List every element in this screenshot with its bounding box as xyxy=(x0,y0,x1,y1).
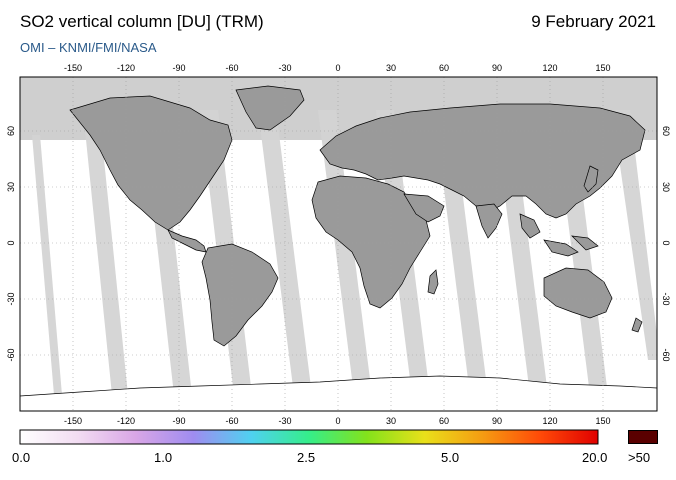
lon-tick-bottom: 120 xyxy=(542,416,557,426)
credit-label: OMI – KNMI/FMI/NASA xyxy=(20,40,157,55)
lon-tick-bottom: 150 xyxy=(595,416,610,426)
lat-tick-left: 30 xyxy=(6,182,16,192)
lon-tick-top: 0 xyxy=(335,63,340,73)
colorbar-label-1: 1.0 xyxy=(154,450,173,465)
lon-tick-top: 120 xyxy=(542,63,557,73)
arabian-peninsula xyxy=(403,193,445,223)
lon-tick-top: 30 xyxy=(386,63,396,73)
madagascar xyxy=(427,269,439,295)
eurasia xyxy=(319,103,646,219)
lon-tick-bottom: 90 xyxy=(492,416,502,426)
colorbar-label-overflow: >50 xyxy=(628,450,651,465)
lon-tick-top: -120 xyxy=(117,63,135,73)
antarctica xyxy=(20,375,657,411)
lat-tick-right: 0 xyxy=(661,240,671,245)
lat-tick-right: -60 xyxy=(661,348,671,361)
southeast-asia xyxy=(519,213,599,257)
lon-tick-top: 150 xyxy=(595,63,610,73)
lat-tick-right: -30 xyxy=(661,292,671,305)
lon-tick-bottom: 30 xyxy=(386,416,396,426)
map-frame xyxy=(19,76,658,412)
lon-tick-top: 60 xyxy=(439,63,449,73)
colorbar-overflow-swatch xyxy=(628,430,658,444)
new-zealand xyxy=(631,317,643,333)
lat-tick-left: 0 xyxy=(6,240,16,245)
africa xyxy=(311,175,431,309)
australia xyxy=(543,267,613,319)
japan xyxy=(583,165,599,193)
lat-tick-left: 60 xyxy=(6,126,16,136)
lon-tick-bottom: -150 xyxy=(64,416,82,426)
lon-tick-top: -30 xyxy=(278,63,291,73)
page-title: SO2 vertical column [DU] (TRM) xyxy=(20,12,264,31)
lon-tick-bottom: -60 xyxy=(225,416,238,426)
lon-tick-bottom: 60 xyxy=(439,416,449,426)
lat-tick-left: -60 xyxy=(6,348,16,361)
lon-tick-bottom: -120 xyxy=(117,416,135,426)
greenland xyxy=(235,85,305,131)
date-label: 9 February 2021 xyxy=(531,12,656,31)
lon-tick-top: -60 xyxy=(225,63,238,73)
lon-tick-top: -150 xyxy=(64,63,82,73)
map-area xyxy=(20,77,657,411)
lat-tick-right: 30 xyxy=(661,182,671,192)
colorbar xyxy=(19,429,599,445)
lon-tick-bottom: -90 xyxy=(172,416,185,426)
colorbar-label-2: 2.5 xyxy=(297,450,316,465)
lon-tick-bottom: -30 xyxy=(278,416,291,426)
colorbar-label-4: 20.0 xyxy=(582,450,608,465)
colorbar-label-3: 5.0 xyxy=(441,450,460,465)
lon-tick-top: -90 xyxy=(172,63,185,73)
south-america xyxy=(201,243,279,347)
lon-tick-top: 90 xyxy=(492,63,502,73)
lat-tick-right: 60 xyxy=(661,126,671,136)
north-america xyxy=(69,95,233,231)
lat-tick-left: -30 xyxy=(6,292,16,305)
lon-tick-bottom: 0 xyxy=(335,416,340,426)
colorbar-label-0: 0.0 xyxy=(12,450,31,465)
india xyxy=(475,203,503,239)
